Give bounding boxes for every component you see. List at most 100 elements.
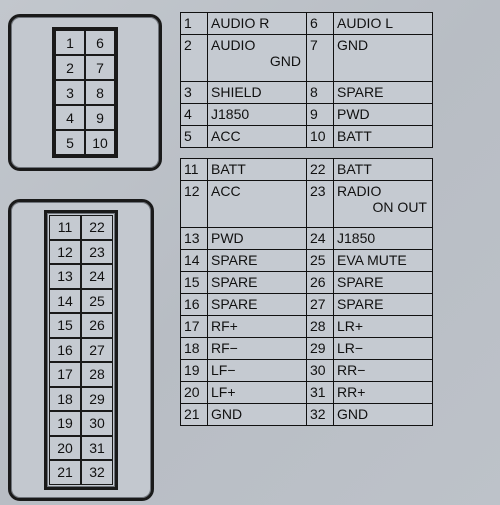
- pin-number-left: 15: [181, 272, 208, 294]
- connector-2-pin-grid: 1122122313241425152616271728182919302031…: [49, 215, 113, 485]
- pin-number-left: 3: [181, 82, 208, 104]
- pin-number-right: 7: [307, 35, 334, 82]
- pin-cell: 23: [81, 240, 113, 265]
- pin-cell: 28: [81, 362, 113, 387]
- pin-cell: 21: [49, 460, 81, 485]
- signal-name-left: PWD: [208, 228, 307, 250]
- signal-name-left: RF+: [208, 316, 307, 338]
- pin-number-left: 12: [181, 181, 208, 228]
- pin-cell: 3: [55, 80, 85, 105]
- pin-cell: 30: [81, 411, 113, 436]
- pin-cell: 15: [49, 313, 81, 338]
- signal-name-left: J1850: [208, 104, 307, 126]
- pin-cell: 5: [55, 130, 85, 155]
- pin-cell: 19: [49, 411, 81, 436]
- signal-name-right: GND: [334, 404, 433, 426]
- pin-cell: 14: [49, 289, 81, 314]
- pin-number-left: 5: [181, 126, 208, 148]
- pin-number-left: 21: [181, 404, 208, 426]
- signal-name-right: LR−: [334, 338, 433, 360]
- pin-cell: 9: [85, 105, 115, 130]
- signal-name-left: SPARE: [208, 272, 307, 294]
- pin-cell: 22: [81, 215, 113, 240]
- pin-number-left: 17: [181, 316, 208, 338]
- pin-number-right: 29: [307, 338, 334, 360]
- pinout-table-1: 1AUDIO R6AUDIO L2AUDIOGND7GND3SHIELD8SPA…: [180, 12, 433, 148]
- signal-name-left-sub: GND: [211, 54, 303, 69]
- pin-cell: 20: [49, 436, 81, 461]
- pin-cell: 29: [81, 387, 113, 412]
- pin-number-right: 25: [307, 250, 334, 272]
- pin-number-left: 11: [181, 159, 208, 181]
- signal-name-right: AUDIO L: [334, 13, 433, 35]
- pin-cell: 24: [81, 264, 113, 289]
- signal-name-right: RR+: [334, 382, 433, 404]
- signal-name-right: EVA MUTE: [334, 250, 433, 272]
- connector-2-inner: 1122122313241425152616271728182919302031…: [44, 210, 118, 490]
- pin-number-left: 18: [181, 338, 208, 360]
- pin-number-right: 28: [307, 316, 334, 338]
- signal-name-left: BATT: [208, 159, 307, 181]
- signal-name-left: GND: [208, 404, 307, 426]
- signal-name-left: RF−: [208, 338, 307, 360]
- signal-name-right-sub: ON OUT: [337, 200, 429, 215]
- pin-number-right: 6: [307, 13, 334, 35]
- pinout-table-2: 11BATT22BATT12ACC23RADIOON OUT13PWD24J18…: [180, 158, 433, 426]
- signal-name-right: LR+: [334, 316, 433, 338]
- page-root: 16273849510 1122122313241425152616271728…: [0, 0, 500, 505]
- pin-number-left: 1: [181, 13, 208, 35]
- signal-name-left: LF−: [208, 360, 307, 382]
- pin-number-right: 30: [307, 360, 334, 382]
- pin-number-right: 23: [307, 181, 334, 228]
- pin-number-right: 10: [307, 126, 334, 148]
- connector-1-inner: 16273849510: [52, 27, 118, 158]
- signal-name-left: ACC: [208, 181, 307, 228]
- signal-name-left: ACC: [208, 126, 307, 148]
- pin-cell: 2: [55, 55, 85, 80]
- pin-cell: 27: [81, 338, 113, 363]
- pin-cell: 10: [85, 130, 115, 155]
- connector-2-outer: 1122122313241425152616271728182919302031…: [8, 199, 154, 501]
- signal-name-left: AUDIO R: [208, 13, 307, 35]
- pin-number-left: 13: [181, 228, 208, 250]
- pin-number-left: 4: [181, 104, 208, 126]
- pin-number-right: 32: [307, 404, 334, 426]
- pin-number-right: 22: [307, 159, 334, 181]
- signal-name-right: SPARE: [334, 272, 433, 294]
- signal-name-right: SPARE: [334, 294, 433, 316]
- pin-cell: 6: [85, 30, 115, 55]
- signal-name-right: BATT: [334, 126, 433, 148]
- signal-name-left: SPARE: [208, 294, 307, 316]
- signal-name-right: PWD: [334, 104, 433, 126]
- signal-name-left: SHIELD: [208, 82, 307, 104]
- signal-name-left: AUDIOGND: [208, 35, 307, 82]
- pin-number-left: 19: [181, 360, 208, 382]
- pin-cell: 13: [49, 264, 81, 289]
- connector-1-outer: 16273849510: [8, 14, 162, 171]
- pin-cell: 16: [49, 338, 81, 363]
- signal-name-right: J1850: [334, 228, 433, 250]
- signal-name-right: RR−: [334, 360, 433, 382]
- signal-name-left: SPARE: [208, 250, 307, 272]
- signal-name-right: RADIOON OUT: [334, 181, 433, 228]
- pin-cell: 26: [81, 313, 113, 338]
- pin-cell: 4: [55, 105, 85, 130]
- pin-cell: 1: [55, 30, 85, 55]
- signal-name-left: LF+: [208, 382, 307, 404]
- pin-cell: 11: [49, 215, 81, 240]
- signal-name-right: GND: [334, 35, 433, 82]
- pin-cell: 25: [81, 289, 113, 314]
- pin-number-right: 24: [307, 228, 334, 250]
- pin-number-right: 27: [307, 294, 334, 316]
- pin-number-right: 9: [307, 104, 334, 126]
- pin-cell: 8: [85, 80, 115, 105]
- pin-number-right: 8: [307, 82, 334, 104]
- table-column: 1AUDIO R6AUDIO L2AUDIOGND7GND3SHIELD8SPA…: [180, 10, 433, 495]
- connector-1-pin-grid: 16273849510: [55, 30, 115, 155]
- pin-cell: 18: [49, 387, 81, 412]
- pin-cell: 12: [49, 240, 81, 265]
- pin-cell: 32: [81, 460, 113, 485]
- signal-name-right: BATT: [334, 159, 433, 181]
- pin-number-right: 26: [307, 272, 334, 294]
- pin-number-right: 31: [307, 382, 334, 404]
